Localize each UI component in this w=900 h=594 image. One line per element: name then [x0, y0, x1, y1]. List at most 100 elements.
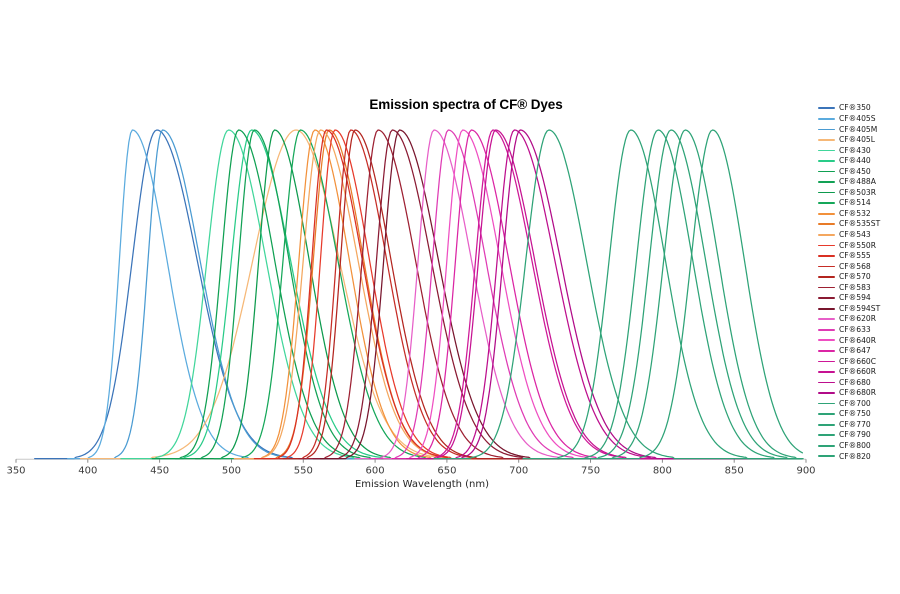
legend-label: CF®514 [839, 198, 871, 208]
legend-label: CF®680R [839, 388, 877, 398]
legend-item: CF®594 [818, 293, 880, 304]
legend-label: CF®570 [839, 272, 871, 282]
x-tick-label: 400 [78, 466, 97, 477]
spectrum-curve-cf633 [368, 129, 730, 460]
legend-label: CF®620R [839, 314, 877, 324]
legend-color-swatch [818, 434, 835, 437]
legend-color-swatch [818, 181, 835, 183]
legend-item: CF®700 [818, 398, 880, 409]
spectrum-curve-cf770 [549, 129, 803, 460]
legend-item: CF®514 [818, 198, 880, 209]
spectrum-curve-cf350 [34, 129, 460, 460]
legend-color-swatch [818, 297, 835, 299]
legend-label: CF®568 [839, 261, 871, 271]
legend-item: CF®633 [818, 324, 880, 335]
legend-label: CF®543 [839, 230, 871, 240]
x-tick-label: 600 [366, 466, 385, 477]
legend-color-swatch [818, 276, 835, 278]
x-tick-label: 450 [150, 466, 169, 477]
legend-color-swatch [818, 170, 835, 173]
legend-color-swatch [818, 328, 835, 331]
legend-item: CF®488A [818, 177, 880, 188]
legend: CF®350 CF®405S CF®405M CF®405L CF®430 CF®440 C… [818, 103, 880, 462]
legend-item: CF®532 [818, 208, 880, 219]
spectrum-curve-cf820 [604, 129, 804, 460]
x-tick-label: 550 [294, 466, 313, 477]
legend-label: CF®640R [839, 335, 877, 345]
legend-color-swatch [818, 139, 835, 141]
legend-label: CF®680 [839, 377, 871, 387]
legend-item: CF®790 [818, 430, 880, 441]
legend-color-swatch [818, 381, 835, 384]
legend-item: CF®640R [818, 335, 880, 346]
legend-color-swatch [818, 265, 835, 268]
legend-item: CF®405S [818, 114, 880, 125]
legend-color-swatch [818, 223, 835, 226]
legend-color-swatch [818, 350, 835, 352]
legend-label: CF®405S [839, 114, 876, 124]
legend-color-swatch [818, 455, 835, 458]
x-axis-label: Emission Wavelength (nm) [354, 479, 490, 490]
legend-color-swatch [818, 107, 835, 110]
legend-color-swatch [818, 233, 835, 236]
legend-item: CF®430 [818, 145, 880, 156]
x-tick-label: 900 [796, 466, 815, 477]
legend-label: CF®660R [839, 367, 877, 377]
legend-label: CF®594 [839, 293, 871, 303]
legend-color-swatch [818, 444, 835, 447]
legend-label: CF®660C [839, 356, 877, 366]
legend-color-swatch [818, 191, 835, 194]
legend-item: CF®820 [818, 451, 880, 462]
legend-label: CF®488A [839, 177, 876, 187]
legend-item: CF®440 [818, 156, 880, 167]
legend-item: CF®350 [818, 103, 880, 114]
legend-item: CF®660R [818, 367, 880, 378]
legend-label: CF®532 [839, 208, 871, 218]
x-tick-label: 350 [6, 466, 25, 477]
legend-color-swatch [818, 371, 835, 373]
x-tick-label: 850 [725, 466, 744, 477]
legend-label: CF®790 [839, 430, 871, 440]
legend-label: CF®555 [839, 251, 871, 261]
legend-item: CF®680R [818, 388, 880, 399]
legend-label: CF®405M [839, 124, 878, 134]
legend-label: CF®820 [839, 451, 871, 461]
legend-label: CF®583 [839, 282, 871, 292]
legend-item: CF®750 [818, 409, 880, 420]
x-tick-label: 500 [222, 466, 241, 477]
legend-label: CF®800 [839, 440, 871, 450]
legend-item: CF®555 [818, 251, 880, 262]
legend-item: CF®550R [818, 240, 880, 251]
legend-color-swatch [818, 413, 835, 415]
legend-item: CF®800 [818, 441, 880, 452]
legend-item: CF®583 [818, 282, 880, 293]
legend-item: CF®660C [818, 356, 880, 367]
legend-label: CF®750 [839, 409, 871, 419]
legend-item: CF®543 [818, 230, 880, 241]
legend-color-swatch [818, 286, 835, 289]
spectrum-curve-cf660c [406, 129, 785, 460]
legend-color-swatch [818, 339, 835, 342]
legend-item: CF®570 [818, 272, 880, 283]
legend-color-swatch [818, 307, 835, 310]
legend-item: CF®770 [818, 419, 880, 430]
legend-label: CF®450 [839, 166, 871, 176]
legend-item: CF®405M [818, 124, 880, 135]
legend-color-swatch [818, 117, 835, 120]
legend-label: CF®633 [839, 324, 871, 334]
legend-item: CF®405L [818, 135, 880, 146]
legend-color-swatch [818, 202, 835, 205]
legend-color-swatch [818, 149, 835, 152]
legend-item: CF®450 [818, 166, 880, 177]
legend-item: CF®568 [818, 261, 880, 272]
legend-color-swatch [818, 160, 835, 162]
legend-label: CF®503R [839, 187, 877, 197]
legend-item: CF®535ST [818, 219, 880, 230]
x-tick-label: 650 [437, 466, 456, 477]
legend-item: CF®620R [818, 314, 880, 325]
legend-label: CF®594ST [839, 303, 881, 313]
legend-label: CF®440 [839, 156, 871, 166]
x-tick-label: 800 [653, 466, 672, 477]
legend-color-swatch [818, 212, 835, 215]
